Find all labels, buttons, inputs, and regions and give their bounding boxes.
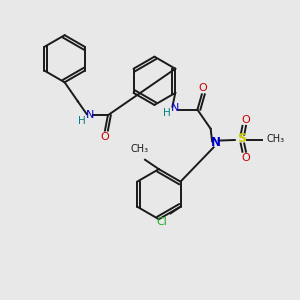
Text: O: O (241, 115, 250, 125)
Text: CH₃: CH₃ (130, 144, 148, 154)
Text: O: O (198, 83, 207, 93)
Text: N: N (171, 103, 179, 113)
Text: H: H (163, 109, 170, 118)
Text: N: N (85, 110, 94, 120)
Text: N: N (211, 136, 221, 149)
Text: H: H (77, 116, 85, 126)
Text: Cl: Cl (157, 217, 168, 227)
Text: O: O (241, 153, 250, 163)
Text: CH₃: CH₃ (267, 134, 285, 143)
Text: S: S (237, 132, 246, 145)
Text: O: O (100, 132, 109, 142)
